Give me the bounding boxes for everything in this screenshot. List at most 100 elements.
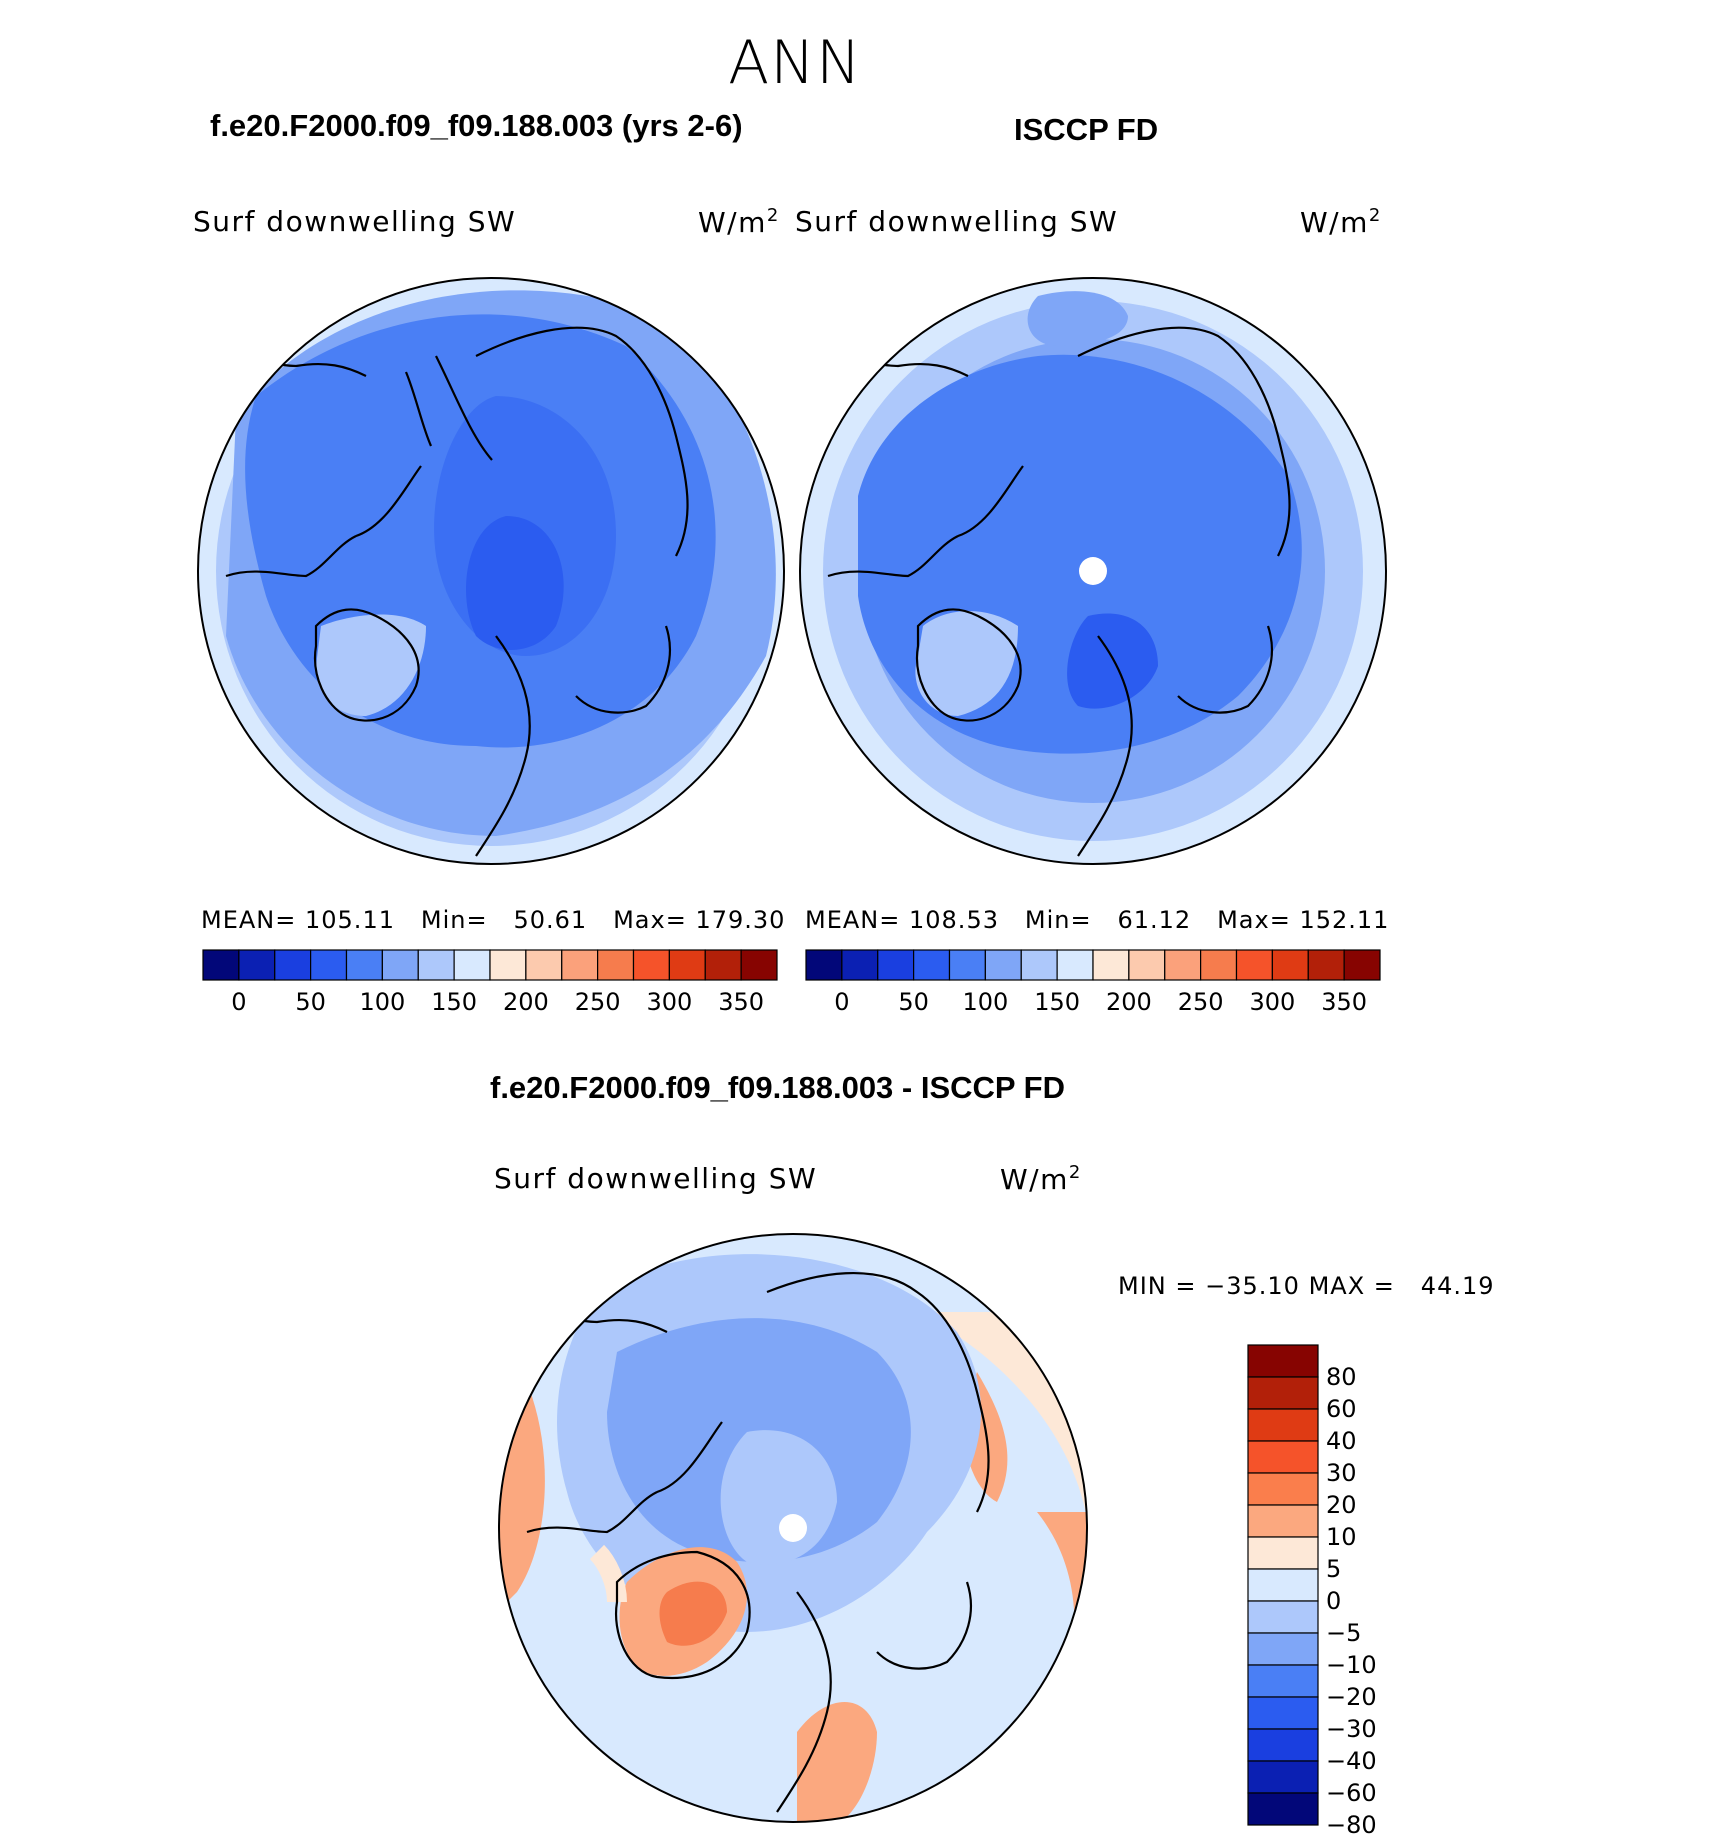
stats-obs: MEAN= 108.53 Min= 61.12 Max= 152.11 — [805, 906, 1390, 934]
season-title: ANN — [728, 28, 862, 98]
colorbar-swatch — [561, 949, 599, 981]
colorbar-tick-label: 30 — [1326, 1459, 1357, 1487]
stats-model: MEAN= 105.11 Min= 50.61 Max= 179.30 — [201, 906, 786, 934]
colorbar-tick-label: −10 — [1326, 1651, 1377, 1679]
diff-title: f.e20.F2000.f09_f09.188.003 - ISCCP FD — [490, 1070, 1065, 1105]
colorbar-tick-label: 300 — [646, 988, 693, 1016]
colorbar-diff — [1247, 1344, 1319, 1826]
colorbar-swatch — [453, 949, 491, 981]
colorbar-swatch — [877, 949, 915, 981]
colorbar-swatch — [1247, 1600, 1319, 1634]
colorbar-model — [202, 949, 778, 981]
variable-label-diff: Surf downwelling SW — [494, 1162, 818, 1195]
colorbar-swatch — [805, 949, 843, 981]
colorbar-swatch — [1247, 1568, 1319, 1602]
colorbar-tick-label: 250 — [574, 988, 621, 1016]
colorbar-swatch — [1247, 1728, 1319, 1762]
colorbar-swatch — [1343, 949, 1381, 981]
colorbar-swatch — [984, 949, 1022, 981]
colorbar-tick-label: 300 — [1249, 988, 1296, 1016]
variable-label-obs: Surf downwelling SW — [795, 205, 1119, 238]
colorbar-swatch — [597, 949, 635, 981]
colorbar-swatch — [740, 949, 778, 981]
colorbar-swatch — [489, 949, 527, 981]
pole-mask — [1079, 557, 1107, 585]
colorbar-tick-label: 150 — [1034, 988, 1081, 1016]
colorbar-swatch — [704, 949, 742, 981]
polar-map-model — [197, 277, 785, 865]
colorbar-swatch — [913, 949, 951, 981]
colorbar-tick-label: −20 — [1326, 1683, 1377, 1711]
colorbar-swatch — [1235, 949, 1273, 981]
colorbar-swatch — [1020, 949, 1058, 981]
colorbar-swatch — [668, 949, 706, 981]
colorbar-tick-label: −80 — [1326, 1811, 1377, 1839]
colorbar-tick-label: 0 — [1326, 1587, 1342, 1615]
colorbar-tick-label: 50 — [898, 988, 929, 1016]
colorbar-swatch — [1092, 949, 1130, 981]
colorbar-tick-label: −30 — [1326, 1715, 1377, 1743]
colorbar-ticks-diff: 80 60 40 30 20 10 5 0 −5 −10 −20 −30 −40 −60 −80 — [1326, 1345, 1446, 1839]
colorbar-tick-label: 200 — [1105, 988, 1152, 1016]
colorbar-swatch — [525, 949, 563, 981]
colorbar-swatch — [1247, 1696, 1319, 1730]
colorbar-tick-label: 20 — [1326, 1491, 1357, 1519]
colorbar-tick-label: −60 — [1326, 1779, 1377, 1807]
colorbar-swatch — [1247, 1664, 1319, 1698]
colorbar-ticks-model: 0 50 100 150 200 250 300 350 — [203, 988, 777, 1018]
colorbar-swatch — [345, 949, 383, 981]
colorbar-swatch — [1247, 1440, 1319, 1474]
colorbar-ticks-obs: 0 50 100 150 200 250 300 350 — [806, 988, 1380, 1018]
colorbar-swatch — [417, 949, 455, 981]
colorbar-tick-label: 100 — [962, 988, 1009, 1016]
colorbar-tick-label: 10 — [1326, 1523, 1357, 1551]
colorbar-tick-label: 100 — [359, 988, 406, 1016]
diff-minmax: MIN = −35.10 MAX = 44.19 — [1118, 1272, 1495, 1300]
colorbar-tick-label: 150 — [431, 988, 478, 1016]
colorbar-swatch — [1056, 949, 1094, 981]
colorbar-swatch — [238, 949, 276, 981]
polar-map-diff — [498, 1233, 1088, 1823]
colorbar-tick-label: 40 — [1326, 1427, 1357, 1455]
colorbar-swatch — [310, 949, 348, 981]
colorbar-swatch — [1128, 949, 1166, 981]
colorbar-tick-label: 50 — [295, 988, 326, 1016]
colorbar-swatch — [1247, 1792, 1319, 1826]
colorbar-tick-label: 0 — [834, 988, 850, 1016]
panel-title-obs: ISCCP FD — [1014, 112, 1159, 147]
colorbar-swatch — [841, 949, 879, 981]
colorbar-swatch — [1164, 949, 1202, 981]
colorbar-swatch — [1247, 1408, 1319, 1442]
pole-mask — [779, 1514, 807, 1542]
colorbar-tick-label: 350 — [718, 988, 765, 1016]
colorbar-swatch — [1247, 1344, 1319, 1378]
colorbar-swatch — [1247, 1376, 1319, 1410]
panel-title-model: f.e20.F2000.f09_f09.188.003 (yrs 2-6) — [210, 108, 743, 143]
colorbar-swatch — [948, 949, 986, 981]
colorbar-swatch — [1271, 949, 1309, 981]
colorbar-tick-label: 80 — [1326, 1363, 1357, 1391]
colorbar-tick-label: −40 — [1326, 1747, 1377, 1775]
colorbar-swatch — [202, 949, 240, 981]
colorbar-swatch — [381, 949, 419, 981]
colorbar-swatch — [1247, 1504, 1319, 1538]
colorbar-tick-label: 200 — [502, 988, 549, 1016]
colorbar-swatch — [1247, 1760, 1319, 1794]
colorbar-tick-label: 350 — [1321, 988, 1368, 1016]
colorbar-obs — [805, 949, 1381, 981]
colorbar-tick-label: 250 — [1177, 988, 1224, 1016]
colorbar-swatch — [1247, 1472, 1319, 1506]
colorbar-swatch — [1247, 1632, 1319, 1666]
colorbar-tick-label: 60 — [1326, 1395, 1357, 1423]
colorbar-tick-label: 5 — [1326, 1555, 1342, 1583]
units-label-diff: W/m2 — [1000, 1162, 1082, 1196]
units-label-obs: W/m2 — [1300, 205, 1382, 239]
colorbar-swatch — [274, 949, 312, 981]
colorbar-swatch — [1307, 949, 1345, 981]
variable-label-model: Surf downwelling SW — [193, 205, 517, 238]
units-label-model: W/m2 — [698, 205, 780, 239]
colorbar-tick-label: −5 — [1326, 1619, 1362, 1647]
colorbar-swatch — [1200, 949, 1238, 981]
colorbar-swatch — [632, 949, 670, 981]
polar-map-obs — [799, 277, 1387, 865]
